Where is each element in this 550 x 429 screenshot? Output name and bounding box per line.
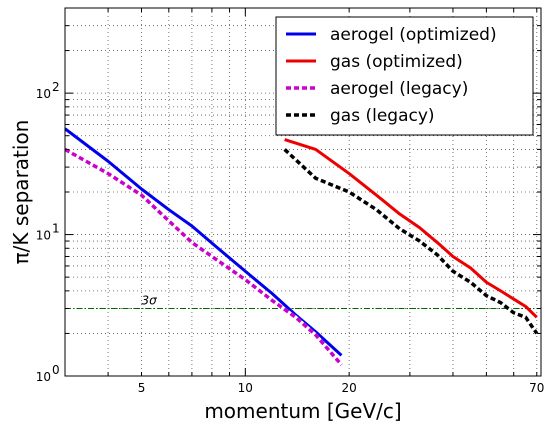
legend-label: aerogel (legacy) bbox=[330, 79, 468, 99]
y-tick-label: 10 bbox=[36, 370, 51, 384]
legend: aerogel (optimized) gas (optimized) aeroge… bbox=[275, 16, 534, 136]
series-lines bbox=[65, 127, 539, 366]
x-axis-label: momentum [GeV/c] bbox=[204, 399, 401, 423]
y-tick-exponent: 2 bbox=[52, 80, 60, 94]
y-tick-label: 10 bbox=[36, 87, 51, 101]
series-line-0 bbox=[65, 127, 343, 357]
x-tick-label: 70 bbox=[529, 381, 544, 395]
series-line-2 bbox=[65, 147, 343, 366]
x-tick-label: 10 bbox=[238, 381, 253, 395]
legend-box bbox=[275, 16, 534, 136]
x-tick-label: 5 bbox=[138, 381, 146, 395]
x-tick-label: 20 bbox=[342, 381, 357, 395]
three-sigma-label: 3σ bbox=[142, 294, 158, 308]
y-tick-label: 10 bbox=[36, 229, 51, 243]
plot-frame bbox=[64, 7, 542, 377]
y-tick-exponent: 0 bbox=[52, 363, 60, 377]
series-line-1 bbox=[284, 138, 538, 319]
legend-label: gas (optimized) bbox=[330, 52, 463, 72]
legend-label: aerogel (optimized) bbox=[330, 25, 497, 45]
legend-label: gas (legacy) bbox=[330, 106, 435, 126]
y-axis-label: π/K separation bbox=[9, 120, 33, 265]
y-tick-exponent: 1 bbox=[52, 222, 60, 236]
reference-lines: 3σ bbox=[65, 294, 541, 310]
axis-ticks bbox=[65, 8, 541, 376]
series-line-3 bbox=[283, 148, 539, 335]
